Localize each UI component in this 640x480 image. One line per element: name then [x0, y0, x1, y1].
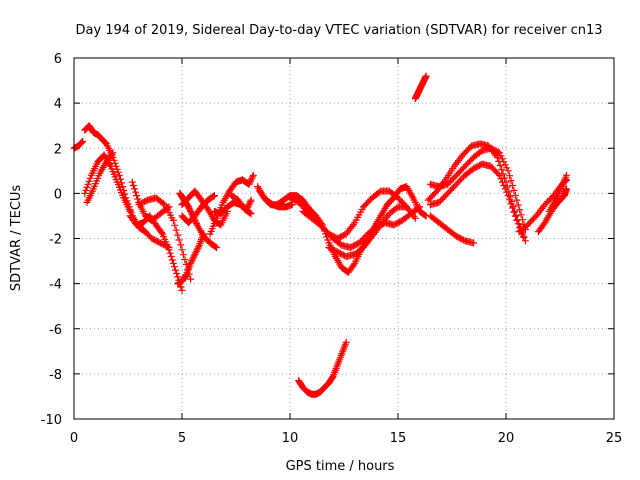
y-axis-title: SDTVAR / TECUs: [9, 185, 24, 292]
plot-frame: [73, 57, 615, 420]
y-tick-label: 6: [54, 52, 62, 67]
data-series-arc-21: [295, 338, 350, 398]
data-point-markers: [256, 187, 296, 211]
grid-lines: [74, 58, 614, 419]
data-series-arc-17: [256, 187, 296, 211]
data-point-markers: [325, 203, 411, 260]
data-point-markers: [174, 230, 208, 288]
x-tick-label: 10: [282, 431, 299, 446]
data-series-arc-5: [126, 212, 186, 294]
data-point-markers: [178, 187, 231, 229]
data-point-markers: [178, 192, 218, 227]
data-series-arc-9: [174, 230, 208, 288]
data-point-markers: [295, 338, 350, 398]
x-tick-label: 25: [606, 431, 623, 446]
data-point-markers: [411, 72, 430, 103]
data-point-markers: [83, 149, 117, 206]
data-series-arc-7: [135, 194, 195, 283]
y-tick-labels: -10 -8 -6 -4 -2 0 2 4 6: [41, 52, 62, 428]
x-tick-label: 15: [390, 431, 407, 446]
data-series-arc-8: [139, 226, 173, 251]
data-series-arc-12: [178, 192, 218, 227]
data-series-arc-4: [83, 149, 117, 206]
data-point-markers: [135, 194, 195, 283]
y-tick-label: -6: [49, 323, 62, 338]
y-tick-label: -4: [49, 278, 62, 293]
data-series-arc-16: [254, 183, 430, 276]
data-series-arc-20: [325, 203, 411, 260]
data-series-arc-29: [545, 171, 570, 215]
x-tick-label: 20: [498, 431, 515, 446]
chart-title: Day 194 of 2019, Sidereal Day-to-day VTE…: [75, 23, 602, 38]
x-tick-label: 5: [178, 431, 186, 446]
data-series-arc-3: [81, 151, 134, 215]
data-point-markers: [545, 171, 570, 215]
data-point-markers: [426, 144, 529, 233]
y-tick-label: -8: [49, 368, 62, 383]
x-tick-label: 0: [70, 431, 78, 446]
data-point-markers: [254, 183, 430, 276]
data-point-markers: [228, 192, 255, 218]
data-series-arc-1: [70, 138, 87, 152]
data-series-arc-15: [228, 192, 255, 218]
x-axis-title: GPS time / hours: [286, 459, 395, 474]
x-tick-labels: 0 5 10 15 20 25: [70, 431, 622, 446]
data-series-arc-22: [411, 72, 430, 103]
data-series: [70, 72, 570, 398]
data-point-markers: [426, 160, 529, 245]
data-point-markers: [81, 151, 134, 215]
y-tick-label: -10: [41, 413, 62, 428]
y-tick-label: -2: [49, 233, 62, 248]
data-series-arc-24: [426, 144, 529, 233]
y-tick-label: 4: [54, 97, 62, 112]
y-tick-label: 0: [54, 187, 62, 202]
data-series-arc-26: [426, 212, 478, 247]
data-point-markers: [139, 226, 173, 251]
data-series-arc-11: [178, 187, 231, 229]
data-series-arc-25: [426, 160, 529, 245]
y-tick-label: 2: [54, 142, 62, 157]
data-point-markers: [70, 138, 87, 152]
data-point-markers: [426, 212, 478, 247]
data-point-markers: [126, 212, 186, 294]
